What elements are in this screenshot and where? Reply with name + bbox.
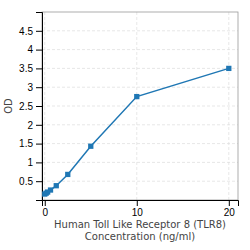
point [134,94,139,99]
grid-line-y [42,87,238,88]
y-tick-mark [36,162,42,163]
y-tick: 2.5 [19,101,42,112]
y-tick: 4 [27,44,42,55]
plot: 0 10 20 0.5 1 1.5 2 2.5 3 3.5 4 4.5 [19,12,238,218]
y-tick-label: 3.5 [19,63,33,74]
x-axis-title: Concentration (ng/ml) [85,231,195,242]
chart: 0 10 20 0.5 1 1.5 2 2.5 3 3.5 4 4.5 Human Toll Like … [0,0,250,250]
grid-line-y [42,49,238,50]
y-tick-mark [36,87,42,88]
grid-line-y [42,68,238,69]
marks [42,66,231,197]
x-tick-label: 20 [224,207,236,218]
grid-line-y [42,162,238,163]
y-tick-label: 1 [27,157,33,168]
y-tick-mark [36,68,42,69]
y-tick-mark [36,125,42,126]
y-tick-label: 3 [27,82,33,93]
y-tick: 3 [27,82,42,93]
y-tick-label: 1.5 [19,138,33,149]
x-tick: 0 [42,200,48,218]
x-axis: 0 10 20 [42,200,238,218]
y-axis-title: OD [3,98,14,114]
y-tick: 1 [27,157,42,168]
y-tick-label: 4 [27,44,33,55]
y-tick: 4.5 [19,26,42,37]
y-tick-label: 2.5 [19,101,33,112]
y-tick-mark [36,31,42,32]
x-tick: 20 [224,200,236,218]
y-tick-mark [36,106,42,107]
grid-line-y [42,106,238,107]
y-tick-mark [36,50,42,51]
plot-frame [42,12,238,200]
y-tick-label: 2 [27,120,33,131]
x-tick-label: 10 [132,207,144,218]
y-axis: 0.5 1 1.5 2 2.5 3 3.5 4 4.5 [19,13,42,201]
grid-line-y [42,143,238,144]
y-tick-mark [36,181,42,182]
point [88,144,93,149]
point [48,187,53,192]
point [54,183,59,188]
x-tick-mark [45,200,46,206]
x-tick-mark [137,200,138,206]
y-tick-mark [36,144,42,145]
point [226,66,231,71]
y-axis-line [36,13,43,201]
line [45,68,229,194]
grid-line-y [42,30,238,31]
y-tick: 1.5 [19,138,42,149]
x-tick-mark [229,200,230,206]
y-tick: 0.5 [19,176,42,187]
grid-line-y [42,181,238,182]
x-tick-label: 0 [42,207,48,218]
grid [42,12,238,200]
grid-line-y [42,124,238,125]
x-tick: 10 [132,200,144,218]
x-axis-title: Human Toll Like Receptor 8 (TLR8) [54,219,226,230]
point [65,172,70,177]
y-tick-label: 0.5 [19,176,33,187]
x-axis-line [43,201,239,207]
y-tick: 2 [27,120,42,131]
y-tick: 3.5 [19,63,42,74]
y-tick-label: 4.5 [19,26,33,37]
